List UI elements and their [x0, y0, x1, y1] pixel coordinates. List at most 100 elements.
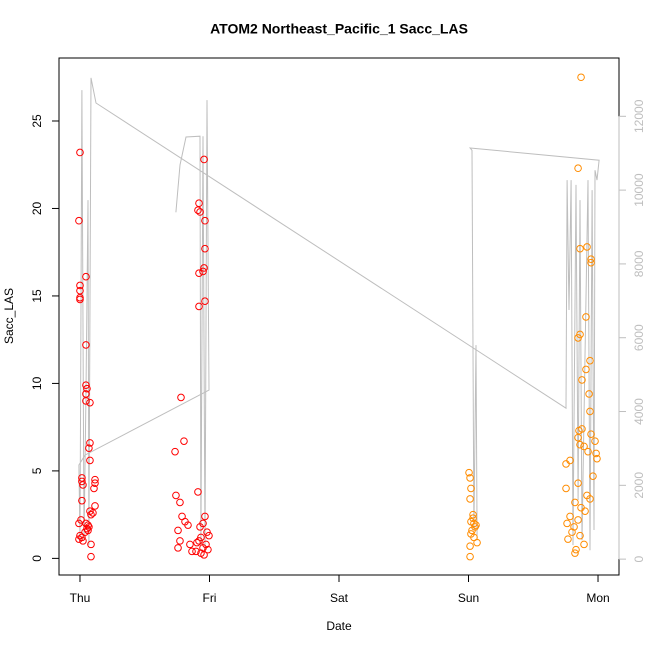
- plot-box: [58, 57, 620, 576]
- data-point: [576, 244, 584, 253]
- data-point: [201, 512, 209, 521]
- data-line: [78, 77, 600, 551]
- y-axis-label: Sacc_LAS: [2, 288, 16, 344]
- data-point: [199, 544, 207, 552]
- data-point: [571, 498, 579, 507]
- data-point: [591, 437, 599, 445]
- x-tick-label: Mon: [586, 591, 609, 605]
- data-point: [90, 484, 98, 493]
- data-point: [180, 437, 188, 445]
- data-point: [194, 488, 202, 496]
- y-tick-label: 10: [30, 376, 44, 390]
- data-point: [184, 521, 192, 529]
- data-point: [566, 512, 574, 521]
- data-point: [78, 477, 86, 486]
- data-point: [200, 155, 208, 164]
- y2-tick-label: 10000: [632, 173, 646, 207]
- data-point: [589, 472, 597, 480]
- data-point: [195, 269, 203, 277]
- data-point: [466, 495, 474, 503]
- data-point: [578, 376, 586, 384]
- data-point: [201, 297, 209, 305]
- data-point: [176, 498, 184, 507]
- data-point: [76, 295, 84, 304]
- data-point: [577, 503, 585, 512]
- data-point: [574, 516, 582, 524]
- data-point: [586, 495, 594, 503]
- data-point: [568, 528, 576, 536]
- data-point: [200, 551, 208, 559]
- data-point: [580, 442, 588, 451]
- data-point: [87, 510, 95, 519]
- y-tick-label: 15: [30, 289, 44, 303]
- data-point: [78, 496, 86, 505]
- data-point: [196, 208, 204, 216]
- x-tick-label: Fri: [202, 591, 216, 605]
- chart-title: ATOM2 Northeast_Pacific_1 Sacc_LAS: [210, 21, 468, 37]
- data-point: [592, 449, 600, 458]
- data-point: [91, 479, 99, 487]
- data-point: [564, 535, 572, 543]
- data-point: [584, 447, 592, 456]
- data-point: [466, 474, 474, 482]
- data-point: [86, 439, 94, 447]
- data-point: [75, 216, 83, 225]
- data-point: [574, 479, 582, 487]
- data-point: [577, 73, 585, 82]
- data-point: [86, 398, 94, 407]
- data-point: [91, 502, 99, 510]
- data-point: [575, 426, 583, 435]
- data-point: [84, 526, 92, 535]
- data-point: [89, 509, 97, 517]
- y-tick-label: 20: [30, 201, 44, 215]
- data-point: [467, 517, 475, 526]
- data-point: [87, 540, 95, 549]
- data-point: [177, 393, 185, 402]
- data-point: [85, 523, 93, 531]
- data-point: [76, 281, 84, 290]
- data-point: [195, 537, 203, 545]
- y-tick-label: 0: [30, 555, 44, 562]
- data-point: [201, 216, 209, 225]
- x-tick-label: Thu: [70, 591, 91, 605]
- y2-tick-label: 12000: [632, 99, 646, 133]
- data-point: [79, 537, 87, 545]
- data-point: [78, 474, 86, 482]
- x-axis-label: Date: [326, 619, 352, 633]
- data-point: [82, 397, 90, 405]
- data-point: [75, 519, 83, 528]
- data-point: [562, 460, 570, 468]
- data-point: [572, 545, 580, 554]
- data-point: [587, 255, 595, 264]
- data-point: [468, 526, 476, 535]
- data-point: [582, 365, 590, 374]
- data-point: [199, 267, 207, 276]
- data-point: [85, 444, 93, 452]
- data-point: [593, 454, 601, 463]
- y-tick-label: 25: [30, 114, 44, 128]
- data-point: [466, 552, 474, 561]
- data-point: [174, 526, 182, 535]
- data-point: [171, 447, 179, 456]
- y2-tick-label: 8000: [632, 250, 646, 277]
- data-point: [571, 549, 579, 557]
- y2-tick-label: 6000: [632, 324, 646, 351]
- data-point: [174, 544, 182, 552]
- data-point: [188, 547, 196, 556]
- data-point: [472, 521, 480, 529]
- data-point: [473, 538, 481, 547]
- y2-tick-label: 0: [632, 555, 646, 562]
- data-point: [582, 313, 590, 321]
- data-point: [574, 164, 582, 173]
- data-point: [466, 542, 474, 550]
- data-point: [570, 523, 578, 531]
- data-point: [192, 547, 200, 556]
- data-point: [205, 531, 213, 540]
- data-point: [467, 484, 475, 493]
- y-tick-label: 5: [30, 467, 44, 474]
- data-point: [194, 206, 202, 215]
- data-point: [587, 430, 595, 438]
- data-point: [91, 475, 99, 484]
- data-point: [86, 456, 94, 465]
